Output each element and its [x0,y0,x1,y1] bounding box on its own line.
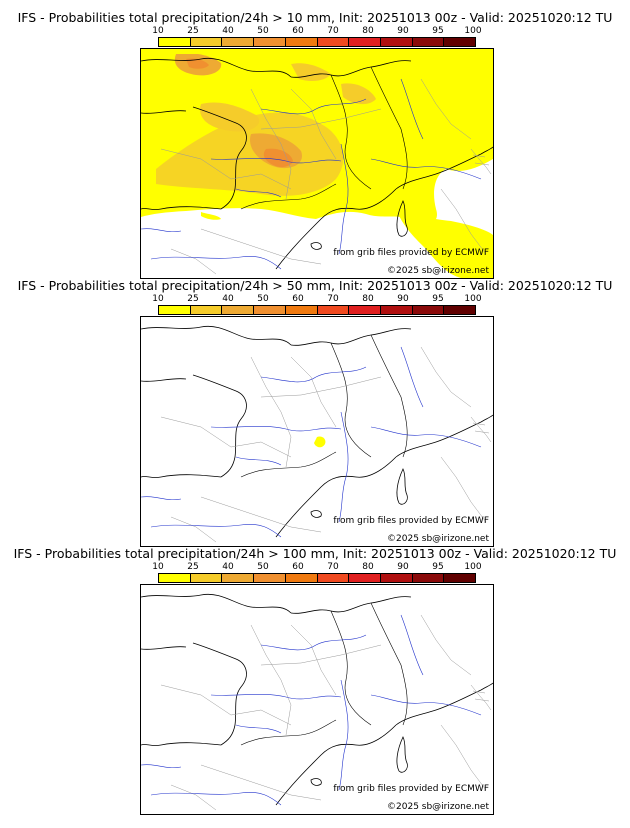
legend-tick: 90 [397,562,409,572]
credit-source: from grib files provided by ECMWF [333,784,489,794]
panel-100mm: IFS - Probabilities total precipitation/… [0,546,630,816]
legend-swatch [254,574,286,582]
legend-tick: 10 [152,294,164,304]
legend-tick: 60 [292,26,304,36]
legend-tick: 100 [464,562,482,572]
color-legend: 10 25 40 50 60 70 80 90 95 100 [152,294,482,316]
map-canvas [141,325,493,543]
legend-swatch [317,38,350,46]
credit-source: from grib files provided by ECMWF [333,248,489,258]
legend-swatch [285,574,318,582]
legend-tick: 80 [362,294,374,304]
legend-tick: 100 [464,26,482,36]
legend-swatch [380,574,413,582]
legend-tick: 95 [432,26,444,36]
legend-tick: 80 [362,562,374,572]
legend-tick: 50 [257,294,269,304]
panel-title: IFS - Probabilities total precipitation/… [13,546,617,561]
panel-title: IFS - Probabilities total precipitation/… [17,10,613,25]
credit-copyright: ©2025 sb@irizone.net [387,266,489,276]
legend-swatch [222,574,255,582]
legend-swatch [159,306,191,314]
legend-tick: 70 [327,562,339,572]
legend-swatch [412,306,445,314]
map-canvas [141,49,493,278]
legend-tick: 90 [397,26,409,36]
legend-swatch [285,306,318,314]
legend-tick: 90 [397,294,409,304]
legend-tick: 70 [327,294,339,304]
legend-tick: 100 [464,294,482,304]
legend-tick: 25 [187,26,199,36]
precipitation-map: from grib files provided by ECMWF ©2025 … [140,584,494,815]
legend-tick: 80 [362,26,374,36]
legend-tick: 50 [257,26,269,36]
credit-copyright: ©2025 sb@irizone.net [387,534,489,544]
legend-tick: 40 [222,26,234,36]
color-legend: 10 25 40 50 60 70 80 90 95 100 [152,26,482,48]
legend-tick: 40 [222,294,234,304]
legend-swatch [159,574,191,582]
legend-tick: 25 [187,562,199,572]
legend-tick: 10 [152,26,164,36]
legend-swatch [190,38,223,46]
legend-swatch [254,306,286,314]
legend-swatch [349,574,381,582]
panel-title: IFS - Probabilities total precipitation/… [17,278,613,293]
legend-swatch [285,38,318,46]
legend-tick: 50 [257,562,269,572]
legend-tick: 95 [432,562,444,572]
legend-swatch [159,38,191,46]
legend-color-bar [158,37,476,47]
legend-tick: 10 [152,562,164,572]
legend-tick: 95 [432,294,444,304]
credit-copyright: ©2025 sb@irizone.net [387,802,489,812]
panel-50mm: IFS - Probabilities total precipitation/… [0,278,630,548]
legend-swatch [412,574,445,582]
legend-swatch [349,306,381,314]
legend-color-bar [158,573,476,583]
legend-tick: 70 [327,26,339,36]
legend-swatch [380,306,413,314]
legend-swatch [222,306,255,314]
legend-swatch [317,306,350,314]
legend-tick: 25 [187,294,199,304]
legend-swatch [222,38,255,46]
legend-swatch [317,574,350,582]
legend-swatch [190,306,223,314]
legend-swatch [190,574,223,582]
legend-swatch [444,306,476,314]
legend-swatch [444,38,476,46]
legend-swatch [254,38,286,46]
precipitation-map: from grib files provided by ECMWF ©2025 … [140,316,494,547]
legend-swatch [444,574,476,582]
legend-swatch [349,38,381,46]
legend-tick: 40 [222,562,234,572]
precipitation-map: from grib files provided by ECMWF ©2025 … [140,48,494,279]
legend-tick: 60 [292,562,304,572]
legend-tick: 60 [292,294,304,304]
color-legend: 10 25 40 50 60 70 80 90 95 100 [152,562,482,584]
map-canvas [141,593,493,811]
panel-10mm: IFS - Probabilities total precipitation/… [0,10,630,280]
legend-swatch [380,38,413,46]
legend-swatch [412,38,445,46]
legend-color-bar [158,305,476,315]
credit-source: from grib files provided by ECMWF [333,516,489,526]
